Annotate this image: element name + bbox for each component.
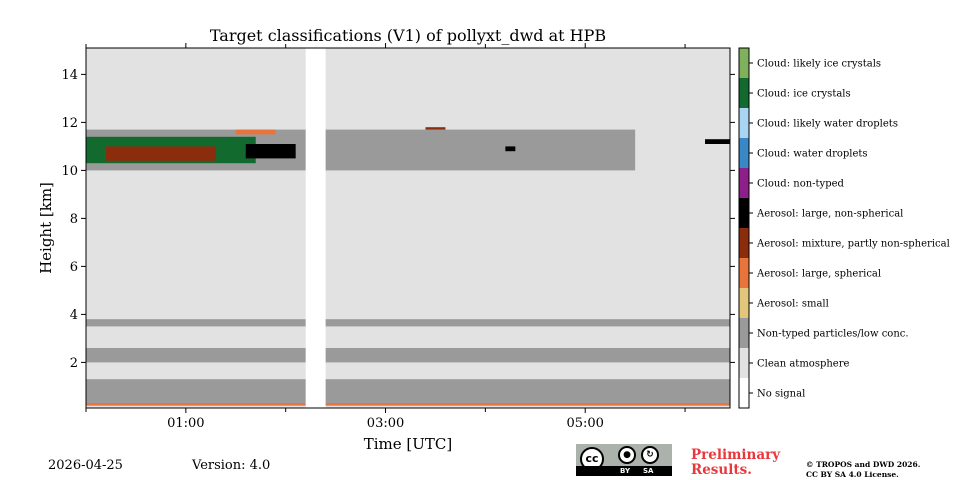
- preliminary-line-2: Results.: [691, 462, 752, 478]
- colorbar-swatch: [739, 108, 749, 138]
- x-tick-label: 03:00: [367, 416, 404, 431]
- y-axis-label: Height [km]: [37, 182, 55, 274]
- plot-area: 01:00 03:00 05:00 2 4 6 8 10 12 14: [61, 43, 735, 431]
- colorbar-swatch: [739, 168, 749, 198]
- colorbar-swatch: [739, 318, 749, 348]
- class-region: [86, 319, 730, 327]
- y-tick-label: 12: [61, 116, 78, 131]
- colorbar: No signal Clean atmosphere Non-typed parti…: [738, 47, 950, 409]
- class-region: [86, 403, 730, 406]
- colorbar-label: Cloud: likely water droplets: [757, 119, 898, 130]
- cc-badge-bar: [576, 466, 672, 476]
- class-region: [425, 127, 446, 130]
- class-region: [105, 146, 216, 161]
- class-region: [235, 129, 276, 135]
- y-tick-label: 6: [70, 260, 78, 275]
- cc-sa-label: SA: [643, 467, 654, 475]
- copyright-line-1: © TROPOS and DWD 2026.: [806, 460, 921, 469]
- colorbar-swatch: [739, 48, 749, 78]
- preliminary-line-1: Preliminary: [691, 447, 781, 463]
- colorbar-label: Cloud: water droplets: [757, 149, 868, 160]
- colorbar-swatch: [739, 348, 749, 378]
- colorbar-swatch: [739, 138, 749, 168]
- colorbar-label: Clean atmosphere: [757, 359, 850, 370]
- cc-license-badge[interactable]: cc ● ↻ BY SA: [576, 444, 672, 476]
- colorbar-label: Aerosol: mixture, partly non-spherical: [756, 239, 950, 250]
- y-tick-label: 14: [61, 68, 78, 83]
- plot-frame: [85, 47, 731, 409]
- attribution-icon: ●: [618, 446, 636, 464]
- class-region: [705, 139, 730, 144]
- colorbar-swatch: [739, 78, 749, 108]
- chart-title: Target classifications (V1) of pollyxt_d…: [210, 26, 606, 45]
- colorbar-label: Non-typed particles/low conc.: [757, 329, 909, 340]
- cc-by-label: BY: [620, 467, 631, 475]
- colorbar-label: Cloud: likely ice crystals: [757, 59, 881, 70]
- colorbar-swatch: [739, 198, 749, 228]
- colorbar-label: Cloud: ice crystals: [757, 89, 851, 100]
- colorbar-label: Aerosol: large, spherical: [756, 269, 881, 280]
- colorbar-swatch: [739, 378, 749, 408]
- class-region: [505, 146, 516, 152]
- preliminary-notice: Preliminary Results.: [691, 448, 780, 478]
- x-axis-label: Time [UTC]: [364, 435, 453, 453]
- y-tick-label: 10: [61, 164, 78, 179]
- data-gap: [305, 48, 326, 408]
- y-tick-label: 2: [70, 356, 78, 371]
- footer-date: 2026-04-25: [48, 458, 123, 473]
- y-tick-label: 4: [70, 308, 78, 323]
- class-region: [86, 348, 730, 363]
- colorbar-frame: [738, 47, 750, 409]
- colorbar-swatch: [739, 258, 749, 288]
- colorbar-label: Cloud: non-typed: [757, 179, 845, 190]
- class-region: [245, 144, 296, 159]
- class-region: [86, 379, 730, 406]
- footer-version: Version: 4.0: [192, 458, 271, 473]
- y-tick-label: 8: [70, 212, 78, 227]
- colorbar-label: Aerosol: small: [756, 299, 829, 310]
- x-tick-label: 01:00: [167, 416, 204, 431]
- x-tick-label: 05:00: [566, 416, 603, 431]
- colorbar-swatch: [739, 288, 749, 318]
- copyright-notice: © TROPOS and DWD 2026. CC BY SA 4.0 Lice…: [806, 460, 920, 480]
- colorbar-label: No signal: [757, 389, 805, 400]
- colorbar-swatch: [739, 228, 749, 258]
- colorbar-label: Aerosol: large, non-spherical: [756, 209, 903, 220]
- copyright-line-2: CC BY SA 4.0 License.: [806, 470, 899, 479]
- share-alike-icon: ↻: [641, 446, 659, 464]
